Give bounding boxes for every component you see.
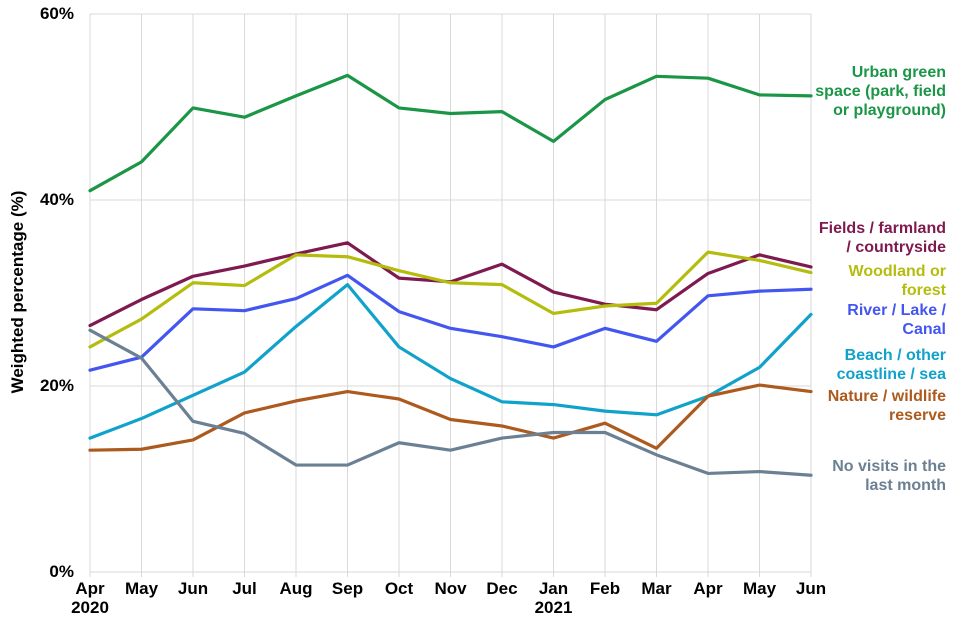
series-line [88,383,813,452]
x-tick-label: Jan [538,579,569,598]
y-tick-label: 0% [49,562,74,581]
x-tick-label: Jun [177,579,209,598]
legend-label: Woodland or forest [848,263,946,299]
x-tick-label: Jun [795,579,827,598]
legend-label: Fields / farmland / countryside [818,220,946,256]
series-line [88,273,813,372]
series-line [88,328,813,477]
y-tick-label: 40% [39,190,74,209]
x-tick-label: Jul [232,579,257,598]
x-tick-label: Dec [486,579,518,598]
x-year-label: 2020 [71,598,109,617]
x-tick-label: Apr [75,579,105,598]
y-tick-label: 60% [39,4,74,23]
x-tick-label: Apr [693,579,723,598]
x-tick-label: Nov [434,579,467,598]
x-tick-label: May [742,579,777,598]
x-year-label: 2021 [534,598,573,617]
legend-label: Urban green space (park, field or playgr… [815,64,946,119]
series-line [88,283,813,440]
x-tick-label: May [124,579,159,598]
legend-label: No visits in the last month [832,458,946,494]
series-line [88,250,813,349]
x-tick-label: Sep [331,579,364,598]
x-tick-label: Mar [641,579,672,598]
series-line [88,73,813,193]
x-tick-label: Aug [279,579,313,598]
x-tick-label: Oct [384,579,414,598]
legend-label: Nature / wildlife reserve [827,388,946,424]
y-tick-label: 20% [39,376,74,395]
x-tick-label: Feb [589,579,621,598]
legend-label: Beach / other coastline / sea [836,347,946,383]
legend-label: River / Lake / Canal [847,302,946,338]
